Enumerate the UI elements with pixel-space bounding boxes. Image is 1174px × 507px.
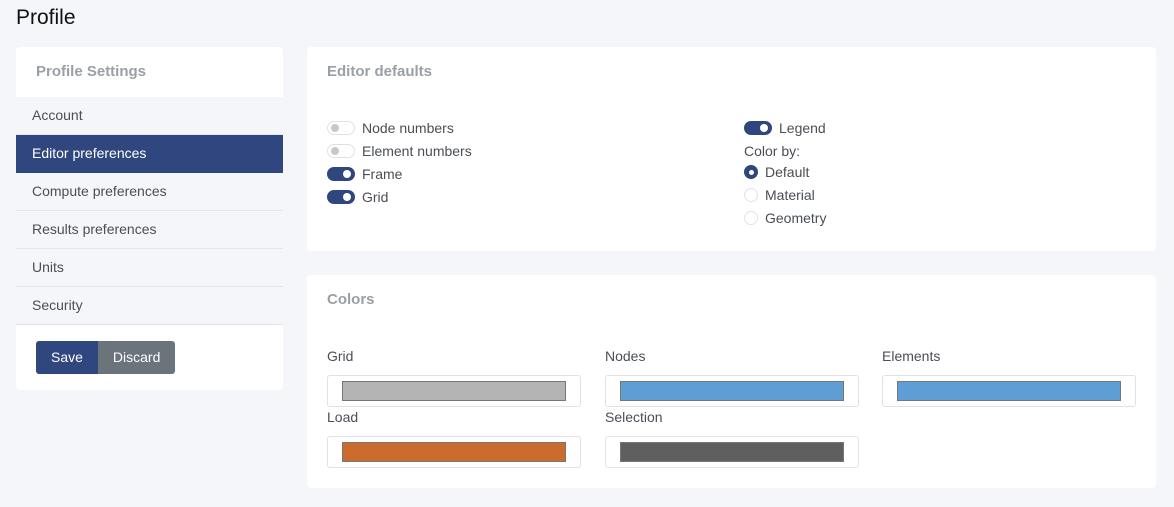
color-swatch (342, 381, 566, 401)
color-by-default-radio[interactable]: Default (744, 162, 809, 182)
toggle-switch[interactable] (327, 167, 355, 181)
color-swatch (620, 442, 844, 462)
grid-color-picker[interactable] (327, 375, 581, 407)
discard-button[interactable]: Discard (97, 341, 176, 374)
radio-button[interactable] (744, 165, 758, 179)
editor-defaults-card: Editor defaults Node numbers Element num… (307, 47, 1156, 251)
radio-label: Geometry (765, 210, 827, 226)
page-title: Profile (16, 6, 76, 29)
toggle-switch[interactable] (744, 121, 772, 135)
radio-button[interactable] (744, 211, 758, 225)
grid-toggle[interactable]: Grid (327, 187, 388, 207)
elements-color-label: Elements (882, 348, 941, 364)
frame-toggle[interactable]: Frame (327, 164, 402, 184)
radio-label: Material (765, 187, 815, 203)
load-color-picker[interactable] (327, 436, 581, 468)
legend-toggle[interactable]: Legend (744, 118, 826, 138)
toggle-label: Frame (362, 166, 403, 182)
colors-card: Colors Grid Nodes Elements Load Selectio… (307, 275, 1156, 488)
toggle-switch[interactable] (327, 121, 355, 135)
save-button[interactable]: Save (36, 341, 98, 374)
toggle-label: Grid (362, 189, 389, 205)
grid-color-label: Grid (327, 348, 354, 364)
nodes-color-label: Nodes (605, 348, 646, 364)
editor-defaults-title: Editor defaults (327, 63, 433, 80)
sidebar-item-units[interactable]: Units (16, 249, 283, 287)
sidebar-item-compute-preferences[interactable]: Compute preferences (16, 173, 283, 211)
toggle-label: Legend (779, 120, 826, 136)
node-numbers-toggle[interactable]: Node numbers (327, 118, 454, 138)
sidebar-item-security[interactable]: Security (16, 287, 283, 325)
selection-color-label: Selection (605, 409, 663, 425)
toggle-label: Node numbers (362, 120, 454, 136)
radio-button[interactable] (744, 188, 758, 202)
color-swatch (897, 381, 1121, 401)
color-swatch (342, 442, 566, 462)
color-by-material-radio[interactable]: Material (744, 185, 815, 205)
toggle-switch[interactable] (327, 144, 355, 158)
sidebar-item-results-preferences[interactable]: Results preferences (16, 211, 283, 249)
sidebar-title: Profile Settings (36, 63, 147, 80)
toggle-label: Element numbers (362, 143, 472, 159)
nodes-color-picker[interactable] (605, 375, 859, 407)
color-by-label: Color by: (744, 143, 801, 159)
sidebar-item-account[interactable]: Account (16, 97, 283, 135)
selection-color-picker[interactable] (605, 436, 859, 468)
color-by-geometry-radio[interactable]: Geometry (744, 208, 826, 228)
elements-color-picker[interactable] (882, 375, 1136, 407)
color-swatch (620, 381, 844, 401)
profile-settings-sidebar: Profile Settings Account Editor preferen… (16, 47, 283, 390)
element-numbers-toggle[interactable]: Element numbers (327, 141, 472, 161)
load-color-label: Load (327, 409, 359, 425)
colors-title: Colors (327, 291, 375, 308)
sidebar-item-editor-preferences[interactable]: Editor preferences (16, 135, 283, 173)
radio-label: Default (765, 164, 810, 180)
toggle-switch[interactable] (327, 190, 355, 204)
